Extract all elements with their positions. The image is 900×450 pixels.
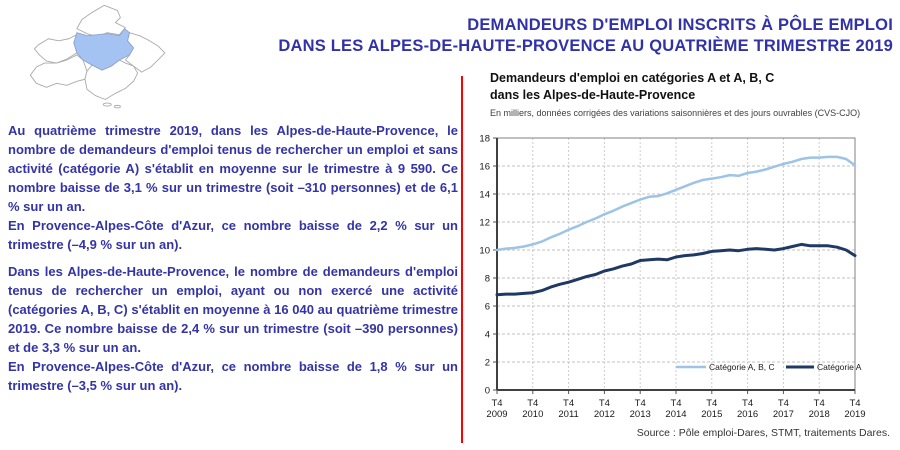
svg-text:T4: T4: [635, 398, 646, 409]
page-title: DEMANDEURS D'EMPLOI INSCRITS À PÔLE EMPL…: [178, 15, 893, 57]
svg-text:T4: T4: [599, 398, 610, 409]
svg-text:2010: 2010: [522, 409, 543, 420]
svg-text:T4: T4: [814, 398, 825, 409]
svg-text:14: 14: [479, 190, 490, 201]
map-island: [113, 104, 121, 109]
chart-title-line1: Demandeurs d'emploi en catégories A et A…: [490, 71, 775, 85]
paragraph2-part2: En Provence-Alpes-Côte d'Azur, ce nombre…: [8, 359, 458, 393]
svg-text:2019: 2019: [844, 409, 865, 420]
svg-text:T4: T4: [491, 398, 502, 409]
svg-text:2015: 2015: [701, 409, 722, 420]
svg-text:8: 8: [485, 274, 490, 285]
svg-text:16: 16: [479, 162, 490, 173]
paragraph1-part1: Au quatrième trimestre 2019, dans les Al…: [8, 123, 458, 214]
map-svg: [29, 4, 166, 109]
chart-title-line2: dans les Alpes-de-Haute-Provence: [490, 88, 696, 102]
svg-text:2017: 2017: [773, 409, 794, 420]
svg-text:T4: T4: [849, 398, 860, 409]
paragraph-categorie-a: Au quatrième trimestre 2019, dans les Al…: [8, 121, 458, 254]
svg-text:Catégorie A: Catégorie A: [817, 362, 862, 372]
paca-region-map: [6, 2, 170, 116]
svg-text:2016: 2016: [737, 409, 758, 420]
paragraph-categories-abc: Dans les Alpes-de-Haute-Provence, le nom…: [8, 262, 458, 395]
svg-text:2014: 2014: [665, 409, 686, 420]
svg-text:0: 0: [485, 386, 490, 397]
map-dept-top: [76, 4, 126, 38]
svg-text:2: 2: [485, 358, 490, 369]
svg-text:2011: 2011: [558, 409, 578, 420]
map-dept-highlighted-alpes-de-haute-provence: [73, 28, 135, 71]
paragraph1-part2: En Provence-Alpes-Côte d'Azur, ce nombre…: [8, 218, 458, 252]
line-chart-svg: 024681012141618T42009T42010T42011T42012T…: [479, 134, 865, 421]
svg-text:2009: 2009: [486, 409, 507, 420]
line-chart: 0 2 4 6 8 10 12 14 16 18 T4 2009 T4 2010 T4 2011 T4 2012 T…: [468, 125, 898, 425]
svg-text:10: 10: [479, 246, 490, 257]
svg-text:T4: T4: [527, 398, 538, 409]
svg-text:2018: 2018: [809, 409, 830, 420]
svg-text:12: 12: [479, 218, 490, 229]
chart-header: Demandeurs d'emploi en catégories A et A…: [490, 70, 895, 118]
vertical-divider: [461, 76, 463, 443]
map-island: [102, 102, 112, 107]
svg-text:T4: T4: [670, 398, 681, 409]
page-title-line2: DANS LES ALPES-DE-HAUTE-PROVENCE AU QUAT…: [278, 37, 893, 55]
paragraph2-part1: Dans les Alpes-de-Haute-Provence, le nom…: [8, 264, 458, 355]
svg-text:T4: T4: [742, 398, 753, 409]
svg-text:T4: T4: [563, 398, 574, 409]
svg-text:T4: T4: [706, 398, 717, 409]
chart-source: Source : Pôle emploi-Dares, STMT, traite…: [636, 427, 890, 439]
svg-text:T4: T4: [778, 398, 789, 409]
body-text: Au quatrième trimestre 2019, dans les Al…: [8, 121, 458, 395]
chart-subtitle: En milliers, données corrigées des varia…: [490, 108, 861, 118]
map-dept-bottom-left: [29, 54, 88, 88]
svg-text:2013: 2013: [630, 409, 651, 420]
svg-text:18: 18: [479, 134, 490, 145]
svg-text:2012: 2012: [594, 409, 615, 420]
page-title-line1: DEMANDEURS D'EMPLOI INSCRITS À PÔLE EMPL…: [467, 16, 893, 34]
svg-text:6: 6: [485, 302, 490, 313]
svg-text:4: 4: [485, 330, 490, 341]
svg-text:Catégorie A, B, C: Catégorie A, B, C: [709, 362, 775, 372]
